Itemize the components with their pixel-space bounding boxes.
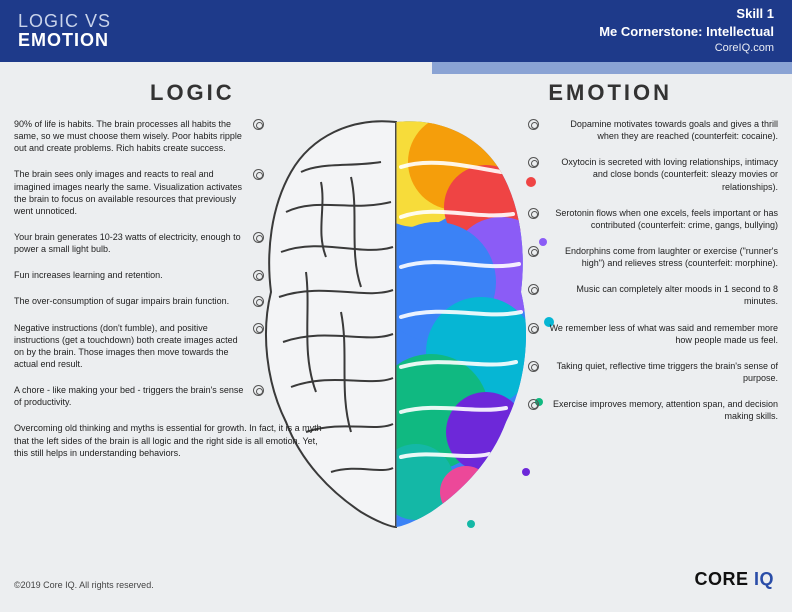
bullet-icon bbox=[528, 208, 539, 219]
fact-item: Dopamine motivates towards goals and giv… bbox=[548, 118, 778, 142]
brand-logo: CORE IQ bbox=[694, 569, 774, 590]
title-line-2: EMOTION bbox=[18, 30, 111, 51]
skill-label: Skill 1 bbox=[599, 5, 774, 23]
fact-text: Exercise improves memory, attention span… bbox=[553, 399, 778, 421]
fact-item: The brain sees only images and reacts to… bbox=[14, 168, 244, 217]
accent-stripe bbox=[0, 62, 792, 74]
header-banner: LOGIC VS EMOTION Skill 1 Me Cornerstone:… bbox=[0, 0, 792, 62]
fact-item: Your brain generates 10-23 watts of elec… bbox=[14, 231, 244, 255]
bullet-icon bbox=[528, 119, 539, 130]
emotion-facts: Dopamine motivates towards goals and giv… bbox=[548, 118, 778, 436]
brain-illustration bbox=[231, 112, 561, 532]
fact-text: Serotonin flows when one excels, feels i… bbox=[555, 208, 778, 230]
fact-item: Oxytocin is secreted with loving relatio… bbox=[548, 156, 778, 192]
brand-iq: IQ bbox=[748, 569, 774, 589]
title-line-1: LOGIC VS bbox=[18, 11, 111, 32]
logic-facts: 90% of life is habits. The brain process… bbox=[14, 118, 244, 473]
fact-text: Endorphins come from laughter or exercis… bbox=[565, 246, 778, 268]
fact-text: Fun increases learning and retention. bbox=[14, 270, 163, 280]
fact-text: Overcoming old thinking and myths is ess… bbox=[14, 423, 322, 457]
footer: ©2019 Core IQ. All rights reserved. CORE… bbox=[14, 569, 774, 590]
fact-text: The over-consumption of sugar impairs br… bbox=[14, 296, 229, 306]
fact-item: Taking quiet, reflective time triggers t… bbox=[548, 360, 778, 384]
fact-item: Serotonin flows when one excels, feels i… bbox=[548, 207, 778, 231]
fact-text: The brain sees only images and reacts to… bbox=[14, 169, 242, 215]
bullet-icon bbox=[253, 119, 264, 130]
emotion-heading: EMOTION bbox=[548, 80, 672, 106]
fact-item: Negative instructions (don't fumble), an… bbox=[14, 322, 244, 371]
fact-item: We remember less of what was said and re… bbox=[548, 322, 778, 346]
bullet-icon bbox=[528, 323, 539, 334]
fact-item: 90% of life is habits. The brain process… bbox=[14, 118, 244, 154]
cornerstone-label: Me Cornerstone: Intellectual bbox=[599, 23, 774, 41]
copyright: ©2019 Core IQ. All rights reserved. bbox=[14, 580, 154, 590]
fact-text: 90% of life is habits. The brain process… bbox=[14, 119, 242, 153]
fact-text: Negative instructions (don't fumble), an… bbox=[14, 323, 238, 369]
header-meta: Skill 1 Me Cornerstone: Intellectual Cor… bbox=[599, 5, 774, 57]
fact-text: Dopamine motivates towards goals and giv… bbox=[570, 119, 778, 141]
site-label: CoreIQ.com bbox=[599, 41, 774, 56]
bullet-icon bbox=[253, 323, 264, 334]
bullet-icon bbox=[528, 246, 539, 257]
fact-text: A chore - like making your bed - trigger… bbox=[14, 385, 243, 407]
fact-item: Music can completely alter moods in 1 se… bbox=[548, 283, 778, 307]
fact-text: Music can completely alter moods in 1 se… bbox=[576, 284, 778, 306]
fact-text: We remember less of what was said and re… bbox=[550, 323, 778, 345]
fact-item: Fun increases learning and retention. bbox=[14, 269, 244, 281]
fact-text: Taking quiet, reflective time triggers t… bbox=[557, 361, 778, 383]
logic-heading: LOGIC bbox=[150, 80, 235, 106]
brand-core: CORE bbox=[694, 569, 748, 589]
bullet-icon bbox=[528, 361, 539, 372]
fact-item: The over-consumption of sugar impairs br… bbox=[14, 295, 244, 307]
fact-item: Endorphins come from laughter or exercis… bbox=[548, 245, 778, 269]
fact-text: Your brain generates 10-23 watts of elec… bbox=[14, 232, 241, 254]
fact-item: Exercise improves memory, attention span… bbox=[548, 398, 778, 422]
main-area: LOGIC EMOTION bbox=[0, 74, 792, 594]
bullet-icon bbox=[253, 232, 264, 243]
title-block: LOGIC VS EMOTION bbox=[18, 11, 111, 51]
fact-text: Oxytocin is secreted with loving relatio… bbox=[561, 157, 778, 191]
fact-item: A chore - like making your bed - trigger… bbox=[14, 384, 244, 408]
fact-item: Overcoming old thinking and myths is ess… bbox=[14, 422, 334, 458]
